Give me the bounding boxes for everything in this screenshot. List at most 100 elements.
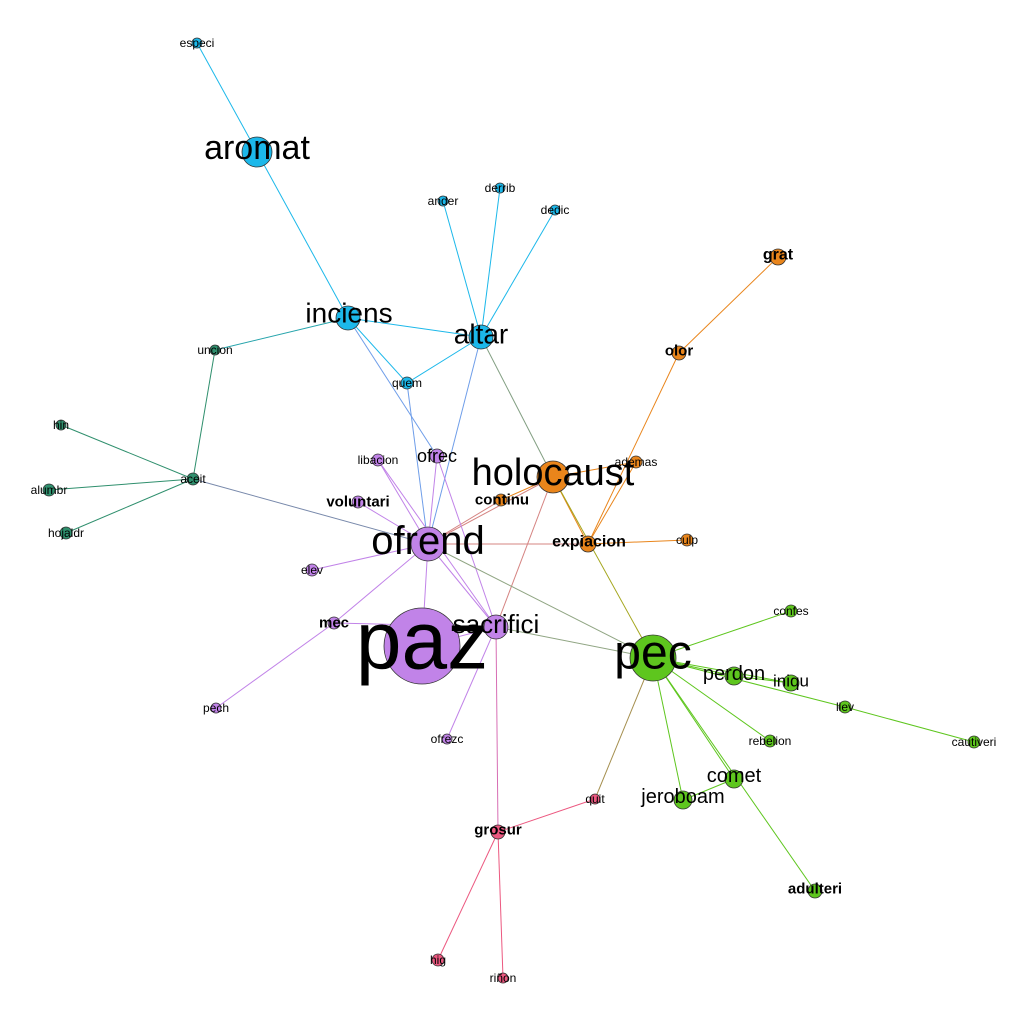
node-circle-voluntari (351, 495, 365, 509)
node-inciens (335, 305, 361, 331)
node-expiacion (579, 535, 597, 553)
node-continu (494, 493, 508, 507)
node-circle-grat (769, 248, 787, 266)
node-circle-dedic (549, 204, 561, 216)
edge-ofrend-mec (333, 543, 429, 624)
node-circle-olor (671, 345, 687, 361)
edge-grosur-hig (437, 831, 499, 961)
node-label-quem: quem (392, 376, 422, 390)
node-circle-hin (55, 419, 67, 431)
node-label-ofrec: ofrec (417, 446, 457, 466)
node-altar (468, 324, 494, 350)
node-olor (671, 345, 687, 361)
node-circle-culp (680, 533, 694, 547)
node-jeroboam (673, 790, 693, 810)
node-label-aromat: aromat (204, 129, 310, 167)
node-circle-ofrezc (441, 733, 453, 745)
edge-inciens-quem (347, 317, 408, 384)
node-culp (680, 533, 694, 547)
node-label-olor: olor (665, 343, 693, 360)
edge-aromat-inciens (256, 151, 349, 319)
edge-llev-cautiveri (844, 706, 975, 743)
node-ander (437, 195, 449, 207)
node-circle-confes (784, 604, 798, 618)
edge-ofrend-pec (427, 543, 654, 659)
node-rinon (497, 972, 509, 984)
edge-ademas-expiacion (587, 461, 637, 545)
node-rebelion (763, 734, 777, 748)
node-label-grosur: grosur (474, 822, 522, 839)
edge-sacrifici-pec (495, 626, 654, 659)
node-label-llev: llev (836, 700, 854, 714)
edge-pec-quit (594, 657, 654, 800)
node-confes (784, 604, 798, 618)
node-hig (431, 953, 445, 967)
node-circle-hojaldr (59, 526, 73, 540)
edge-pec-llev (652, 657, 846, 708)
node-label-rinon: riñon (490, 971, 517, 985)
edge-holocaust-sacrifici (495, 476, 554, 628)
edge-altar-ander (442, 200, 482, 338)
edge-inciens-altar (347, 317, 482, 338)
node-ofrend (410, 526, 446, 562)
edge-uncion-aceit (192, 349, 216, 480)
edge-pec-confes (652, 610, 792, 659)
edge-pec-rebelion (652, 657, 771, 742)
node-sacrifici (483, 614, 509, 640)
edge-grosur-rinon (497, 831, 504, 979)
edge-sacrifici-grosur (495, 626, 499, 833)
node-label-expiacion: expiacion (552, 534, 626, 551)
node-label-grat: grat (763, 247, 794, 264)
node-grat (769, 248, 787, 266)
edge-quit-grosur (497, 798, 596, 833)
node-circle-altar (468, 324, 494, 350)
edge-holocaust-pec (552, 476, 654, 659)
node-circle-mec (327, 616, 341, 630)
edge-aceit-ofrend (192, 478, 429, 545)
node-circle-quem (400, 376, 414, 390)
edge-mec-pech (215, 622, 335, 709)
node-label-quit: quit (585, 792, 605, 806)
node-circle-rinon (497, 972, 509, 984)
node-label-derrib: derrib (485, 181, 516, 195)
edge-inciens-ofrec (347, 317, 438, 457)
node-label-paz: paz (356, 596, 488, 687)
graph-nodes (42, 37, 981, 984)
edge-sacrifici-ofrezc (446, 626, 497, 740)
edge-altar-derrib (480, 187, 501, 338)
node-label-iniqu: iniqu (773, 672, 809, 691)
node-circle-cautiveri (967, 735, 981, 749)
node-label-mec: mec (319, 615, 349, 632)
node-circle-aromat (241, 136, 273, 168)
node-circle-libacion (371, 453, 385, 467)
node-especi (191, 37, 203, 49)
node-circle-grosur (490, 824, 506, 840)
edge-especi-aromat (196, 42, 258, 153)
node-circle-holocaust (536, 460, 570, 494)
node-llev (838, 700, 852, 714)
node-circle-hig (431, 953, 445, 967)
node-label-perdon: perdon (703, 663, 765, 685)
node-circle-comet (724, 769, 744, 789)
node-dedic (549, 204, 561, 216)
node-circle-paz (383, 607, 461, 685)
node-label-culp: culp (676, 533, 698, 547)
edge-grat-olor (678, 256, 779, 354)
edge-ofrec-sacrifici (436, 455, 497, 628)
node-circle-ofrend (410, 526, 446, 562)
node-aromat (241, 136, 273, 168)
node-circle-quit (589, 793, 601, 805)
edge-altar-holocaust (480, 336, 554, 478)
node-aceit (186, 472, 200, 486)
node-label-libacion: libacion (358, 453, 399, 467)
edge-ofrend-sacrifici (427, 543, 497, 628)
node-circle-ofrec (429, 448, 445, 464)
node-circle-aceit (186, 472, 200, 486)
edge-altar-dedic (480, 209, 556, 338)
node-label-holocaust: holocaust (472, 452, 635, 494)
node-ofrec (429, 448, 445, 464)
node-label-voluntari: voluntari (326, 494, 389, 511)
node-grosur (490, 824, 506, 840)
node-circle-rebelion (763, 734, 777, 748)
